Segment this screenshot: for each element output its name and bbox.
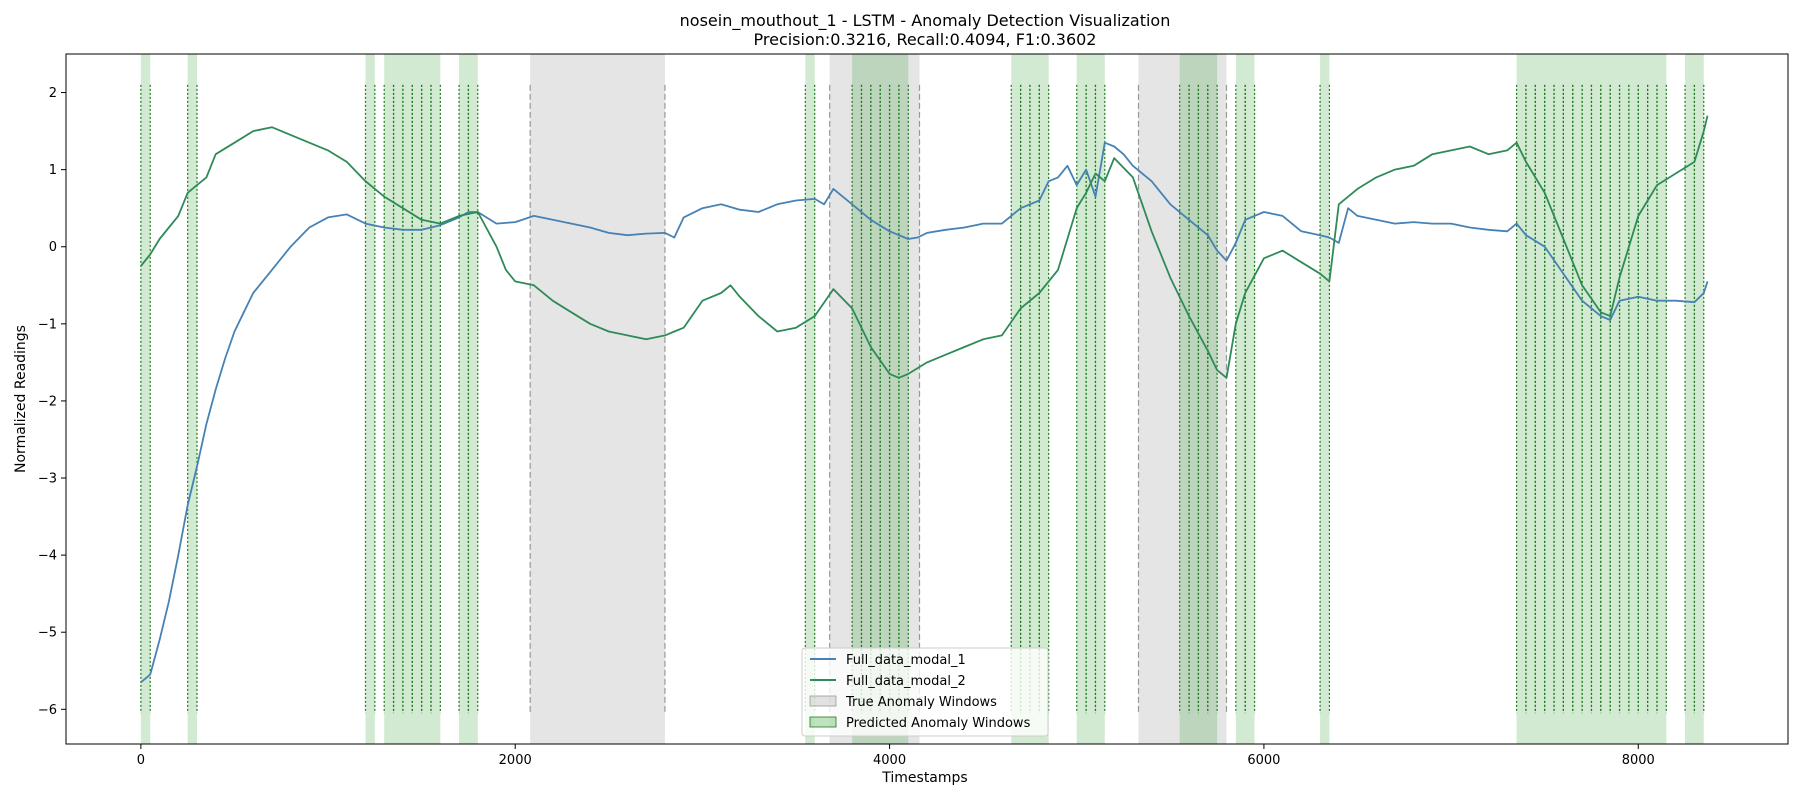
predicted-window-7-seg-4650 (1011, 54, 1021, 744)
x-axis: 0 2000 4000 6000 8000 (137, 744, 1655, 768)
y-axis: −6 −5 −4 −3 −2 −1 0 1 2 (38, 86, 66, 718)
predicted-window-7-seg-4700 (1020, 54, 1030, 744)
predicted-window-3-seg-1350 (393, 54, 403, 744)
predicted-window-8-seg-5100 (1095, 54, 1105, 744)
y-tick-label--4: −4 (38, 549, 57, 564)
predicted-window-12-seg-7850 (1610, 54, 1620, 744)
chart-subtitle: Precision:0.3216, Recall:0.4094, F1:0.36… (754, 30, 1097, 49)
predicted-window-12-seg-7400 (1525, 54, 1536, 744)
legend-label-true-window: True Anomaly Windows (845, 695, 997, 710)
true-window-1 (829, 54, 920, 744)
true-window-2 (1138, 54, 1227, 744)
series-line-2 (140, 115, 1709, 379)
predicted-anomaly-windows (140, 54, 1705, 744)
y-tick-label-0: 0 (49, 240, 57, 255)
predicted-window-6-seg-3850 (861, 54, 871, 744)
legend-swatch-predicted-window (809, 716, 837, 728)
predicted-window-7-seg-4750 (1029, 54, 1040, 744)
predicted-window-10-seg-5900 (1245, 54, 1255, 744)
predicted-window-11-seg-6300 (1320, 54, 1330, 744)
series-lines (140, 115, 1709, 683)
predicted-window-10-seg-5850 (1235, 54, 1246, 744)
legend: Full_data_modal_1 Full_data_modal_2 True… (801, 647, 1049, 737)
predicted-window-12-seg-7800 (1600, 54, 1611, 744)
predicted-window-9-seg-5700 (1207, 54, 1218, 744)
y-tick-label-2: 2 (49, 86, 57, 101)
predicted-window-12-seg-7500 (1544, 54, 1555, 744)
predicted-window-13-seg-8300 (1694, 54, 1704, 744)
predicted-window-6-seg-4000 (889, 54, 899, 744)
y-tick-label--6: −6 (38, 703, 57, 718)
x-tick-label-2000: 2000 (499, 753, 532, 768)
y-tick-label--1: −1 (38, 317, 57, 332)
predicted-window-13-seg-8250 (1685, 54, 1695, 744)
predicted-window-3-seg-1300 (384, 54, 394, 744)
plot-frame (65, 53, 1789, 745)
predicted-window-8-seg-5050 (1086, 54, 1096, 744)
predicted-window-6-seg-4050 (898, 54, 909, 744)
legend-label-modal-2: Full_data_modal_2 (846, 674, 966, 689)
y-axis-label: Normalized Readings (13, 325, 29, 473)
predicted-window-6-seg-3900 (870, 54, 881, 744)
predicted-window-12-seg-8100 (1656, 54, 1667, 744)
legend-box (801, 647, 1049, 737)
predicted-window-1-seg-250 (187, 54, 198, 744)
true-window-0 (530, 54, 665, 744)
predicted-window-4-seg-1750 (468, 54, 478, 744)
x-tick-label-8000: 8000 (1622, 753, 1655, 768)
predicted-window-12-seg-7750 (1591, 54, 1601, 744)
predicted-window-4-seg-1700 (459, 54, 469, 744)
predicted-window-12-seg-7700 (1582, 54, 1592, 744)
predicted-window-3-seg-1450 (412, 54, 422, 744)
predicted-window-3-seg-1550 (430, 54, 441, 744)
x-tick-label-4000: 4000 (873, 753, 906, 768)
chart-title: nosein_mouthout_1 - LSTM - Anomaly Detec… (680, 11, 1171, 31)
predicted-window-6-seg-3800 (852, 54, 862, 744)
predicted-window-12-seg-7950 (1628, 54, 1639, 744)
predicted-window-12-seg-7350 (1516, 54, 1526, 744)
predicted-window-12-seg-7550 (1554, 54, 1564, 744)
predicted-window-7-seg-4800 (1039, 54, 1049, 744)
series-line-1 (140, 141, 1709, 683)
predicted-window-0-seg-0 (140, 54, 151, 744)
legend-swatch-true-window (809, 695, 837, 707)
x-tick-label-0: 0 (137, 753, 145, 768)
predicted-window-9-seg-5550 (1179, 54, 1190, 744)
predicted-window-12-seg-7650 (1572, 54, 1583, 744)
predicted-window-12-seg-7450 (1535, 54, 1545, 744)
true-anomaly-windows (529, 54, 1228, 744)
predicted-window-2-seg-1200 (365, 54, 375, 744)
predicted-window-8-seg-5000 (1076, 54, 1087, 744)
y-tick-label--3: −3 (38, 472, 57, 487)
predicted-window-5-seg-3550 (805, 54, 815, 744)
legend-label-predicted-window: Predicted Anomaly Windows (846, 716, 1031, 731)
predicted-window-12-seg-7900 (1619, 54, 1629, 744)
y-tick-label-1: 1 (49, 163, 57, 178)
predicted-window-6-seg-3950 (880, 54, 890, 744)
predicted-window-9-seg-5650 (1198, 54, 1208, 744)
x-axis-label: Timestamps (881, 770, 967, 786)
legend-label-modal-1: Full_data_modal_1 (846, 653, 966, 668)
x-tick-label-6000: 6000 (1247, 753, 1280, 768)
predicted-window-12-seg-8000 (1638, 54, 1648, 744)
y-tick-label--5: −5 (38, 626, 57, 641)
predicted-window-12-seg-8050 (1647, 54, 1657, 744)
predicted-window-3-seg-1400 (402, 54, 413, 744)
predicted-window-12-seg-7600 (1563, 54, 1573, 744)
predicted-window-3-seg-1500 (421, 54, 431, 744)
predicted-window-9-seg-5600 (1189, 54, 1199, 744)
y-tick-label--2: −2 (38, 394, 57, 409)
